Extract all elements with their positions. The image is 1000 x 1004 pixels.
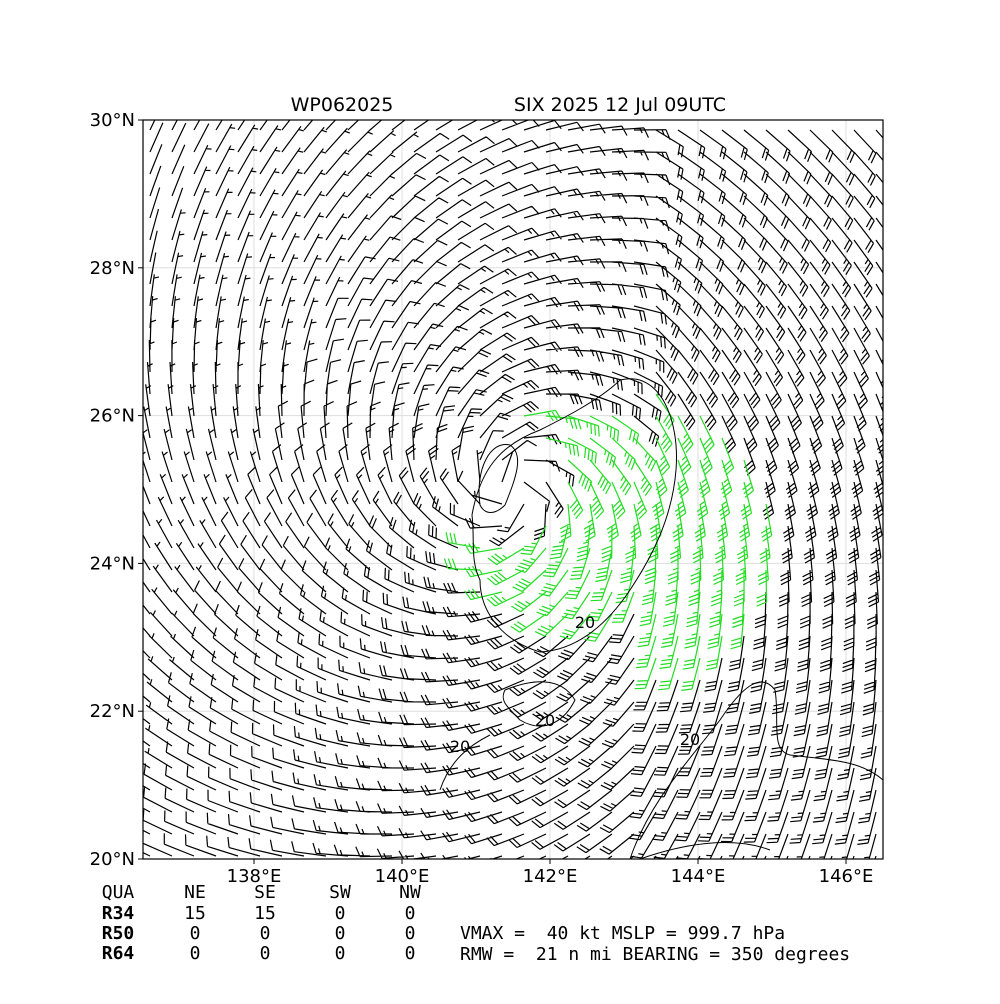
table-header: QUA [102, 882, 135, 903]
y-tick-label: 22°N [90, 701, 135, 722]
table-cell: 0 [260, 943, 271, 964]
plot-frame [142, 119, 884, 860]
contour-line [639, 842, 771, 859]
contour-line [629, 681, 883, 859]
x-tick-label: 146°E [819, 866, 874, 887]
contour-line [478, 444, 519, 513]
y-tick-label: 26°N [90, 406, 135, 427]
table-cell: 0 [260, 923, 271, 944]
table-cell: 0 [405, 923, 416, 944]
table-cell: 15 [254, 903, 276, 924]
table-cell: 0 [190, 943, 201, 964]
axes: 138°E 140°E 142°E 144°E 146°E 20°N 22°N 24°N 26°… [90, 110, 874, 887]
table-cell: 0 [335, 943, 346, 964]
table-cell: 0 [405, 943, 416, 964]
contour-label: 20 [680, 730, 700, 749]
title: SIX 2025 12 Jul 09UTC [514, 94, 726, 116]
info-line: VMAX = 40 kt MSLP = 999.7 hPa [460, 923, 785, 944]
row-label: R34 [102, 903, 135, 924]
info-line: RMW = 21 n mi BEARING = 350 degrees [460, 944, 850, 965]
table-header: SE [254, 882, 276, 903]
contour-line [502, 681, 576, 727]
table-cell: 0 [405, 903, 416, 924]
contours [439, 378, 883, 859]
table-header: SW [329, 882, 351, 903]
table-header: NE [184, 882, 206, 903]
barb-field [143, 120, 883, 859]
contour-label: 20 [450, 737, 470, 756]
table-header: NW [399, 882, 421, 903]
barb-field-strong [443, 393, 773, 691]
row-label: R64 [102, 943, 135, 964]
x-tick-label: 144°E [671, 866, 726, 887]
row-label: R50 [102, 923, 135, 944]
x-tick-label: 140°E [375, 866, 430, 887]
y-tick-label: 28°N [90, 258, 135, 279]
contour-line [471, 378, 677, 653]
table-cell: 0 [190, 923, 201, 944]
table-cell: 15 [184, 903, 206, 924]
y-tick-label: 20°N [90, 849, 135, 870]
x-tick-label: 142°E [523, 866, 578, 887]
contour-line [439, 734, 491, 791]
y-tick-label: 30°N [90, 110, 135, 131]
y-tick-label: 24°N [90, 553, 135, 574]
storm-id: WP062025 [291, 94, 394, 116]
contour-label: 20 [535, 711, 555, 730]
wind-barbs [143, 120, 883, 859]
table-cell: 0 [335, 903, 346, 924]
table-cell: 0 [335, 923, 346, 944]
contour-label: 20 [575, 613, 595, 632]
x-tick-label: 138°E [227, 866, 282, 887]
